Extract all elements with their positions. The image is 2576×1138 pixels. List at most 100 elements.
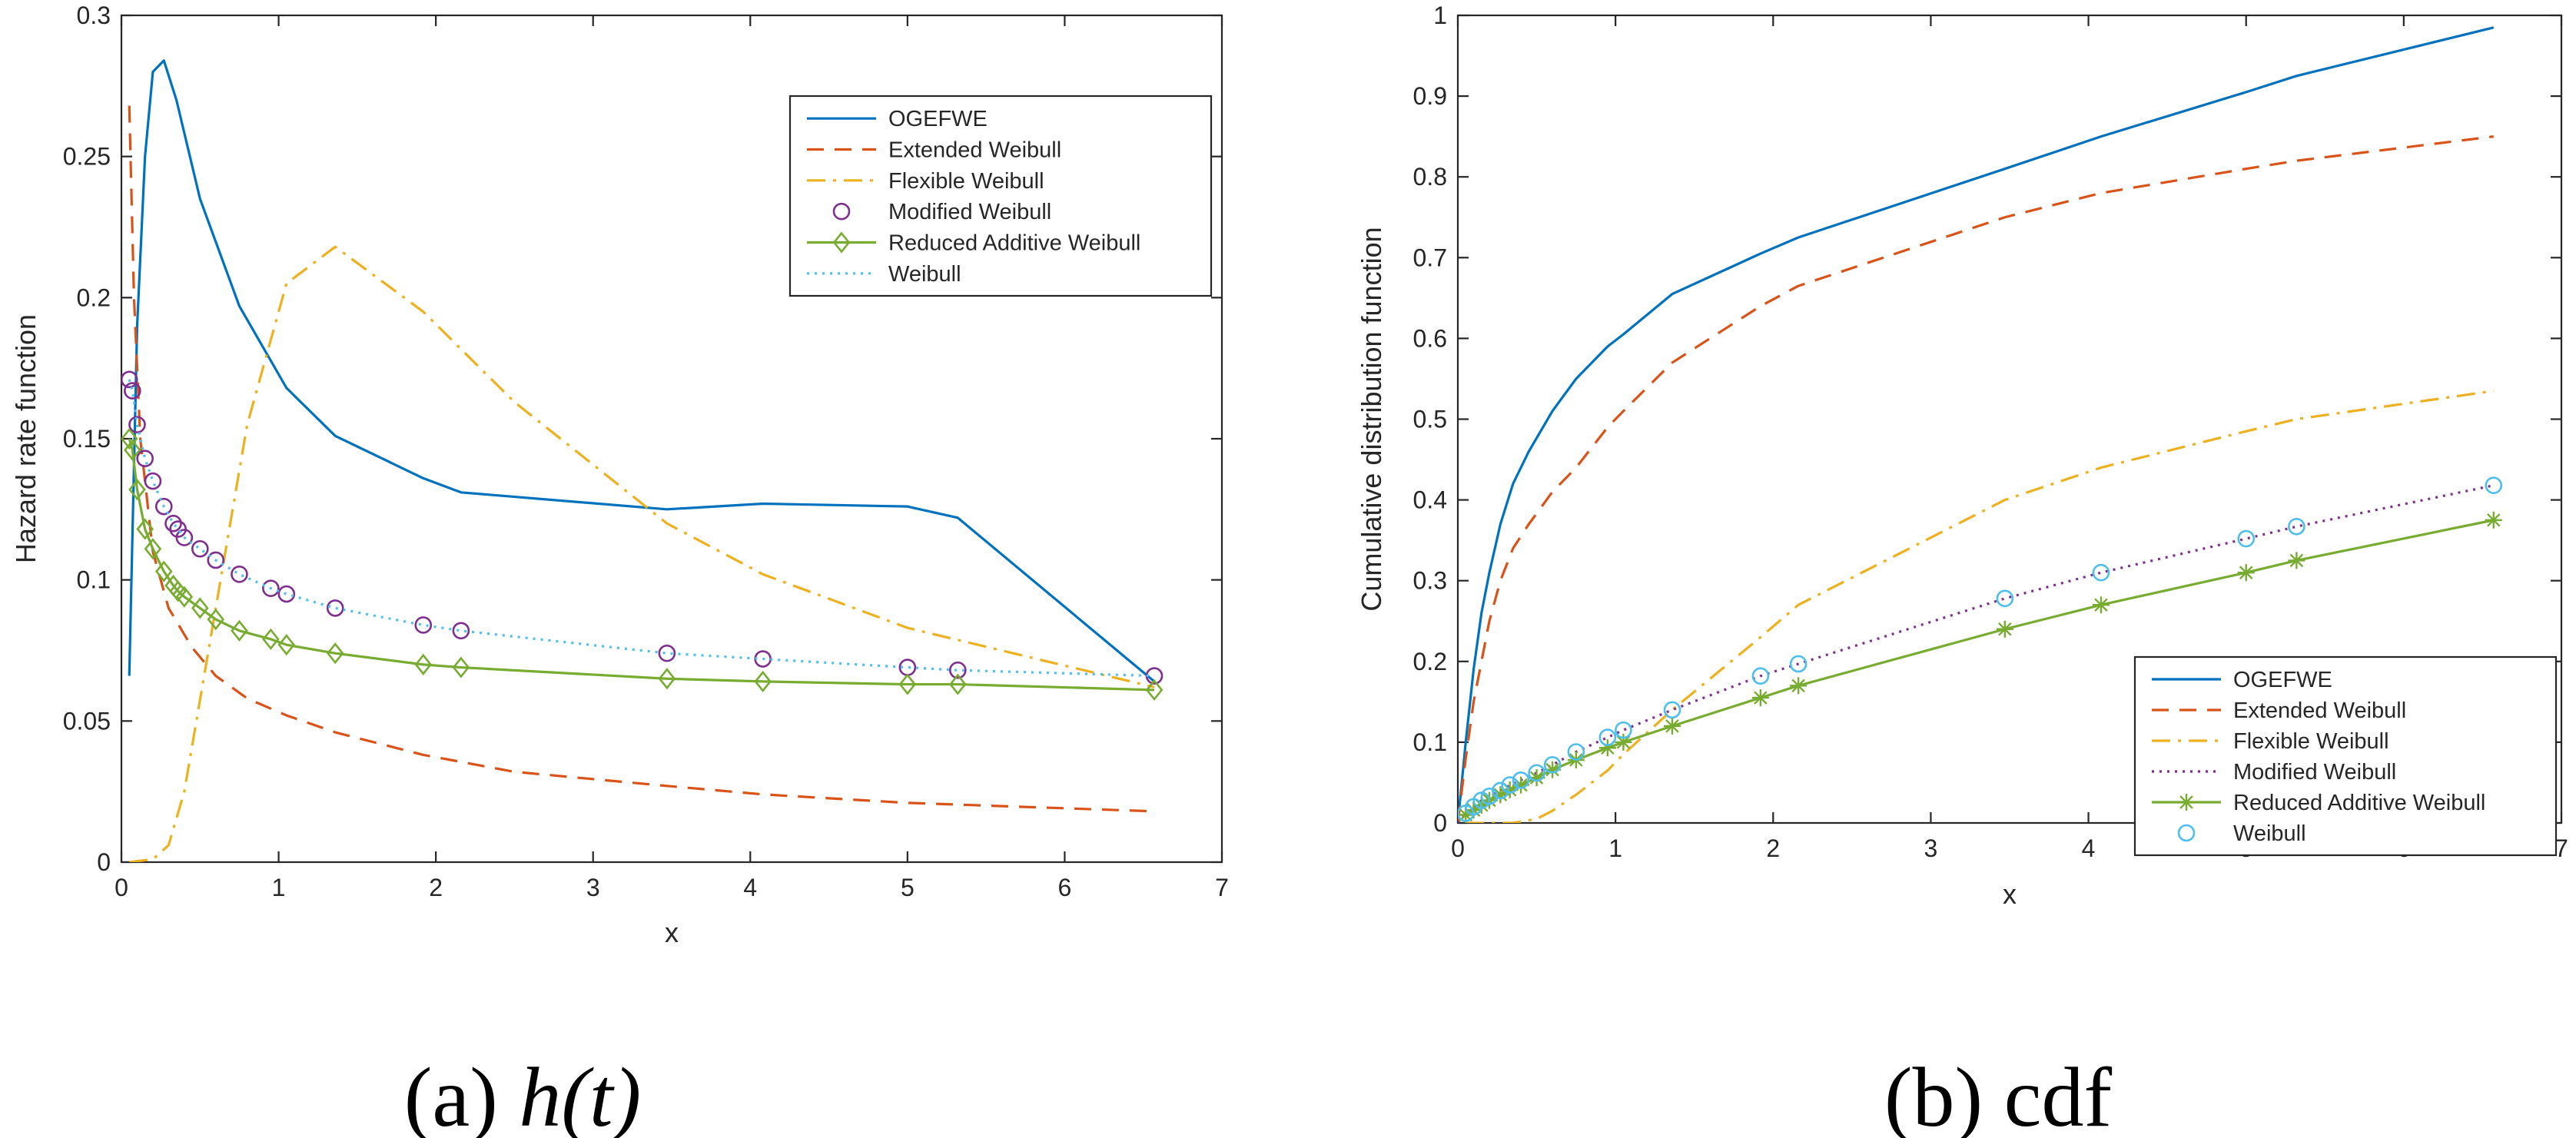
data-point xyxy=(121,370,138,389)
x-tick-label: 4 xyxy=(743,874,757,901)
series-ogefwe xyxy=(1458,26,2495,823)
data-point xyxy=(658,644,676,662)
data-point xyxy=(128,416,146,433)
data-point xyxy=(2237,529,2256,548)
legend-label: Modified Weibull xyxy=(2233,760,2396,785)
data-point xyxy=(207,551,225,569)
y-tick-label: 0.25 xyxy=(63,143,111,171)
series-weibull xyxy=(1458,476,2503,822)
data-point xyxy=(1492,786,1509,804)
x-tick-label: 0 xyxy=(115,874,128,901)
legend-item: Flexible Weibull xyxy=(2152,729,2389,754)
data-point xyxy=(1501,781,1519,798)
data-point xyxy=(124,439,141,461)
series-weibull xyxy=(128,379,1155,678)
data-point xyxy=(1458,806,1475,823)
data-point xyxy=(144,538,162,560)
series-line xyxy=(1458,135,2494,823)
y-tick-label: 0.05 xyxy=(63,707,111,735)
data-point xyxy=(175,586,194,608)
series-flexible-weibull xyxy=(1466,390,2495,823)
legend-box xyxy=(2133,655,2558,857)
y-tick-label: 0.3 xyxy=(77,2,111,29)
series-line xyxy=(129,245,1155,862)
chart-panel-a: 0 1 2 3 4 5 6 7 0 0.05 0.1 0.15 0.2 0.25 0.3 x Hazard ra… xyxy=(10,2,1229,1138)
data-point xyxy=(1512,776,1530,794)
data-point xyxy=(231,566,248,583)
legend-label: Reduced Additive Weibull xyxy=(888,231,1140,256)
series-line xyxy=(128,438,1155,692)
y-tick-label: 1 xyxy=(1433,2,1447,29)
series-reduced-additive-weibull xyxy=(121,427,1164,702)
y-tick-label: 0.15 xyxy=(63,425,111,453)
data-point xyxy=(1472,791,1491,809)
legend-item: Modified Weibull xyxy=(832,200,1051,224)
data-point xyxy=(1512,771,1530,789)
data-point xyxy=(175,529,194,546)
data-point xyxy=(1145,678,1164,702)
data-point xyxy=(136,450,154,468)
legend-label: Modified Weibull xyxy=(888,200,1051,224)
x-tick-label: 2 xyxy=(1766,834,1780,862)
data-point xyxy=(262,579,280,597)
plot-area xyxy=(121,59,1164,862)
x-tick-label: 1 xyxy=(1608,834,1622,862)
data-point xyxy=(1790,677,1808,695)
x-axis-title: x xyxy=(665,917,679,948)
data-point xyxy=(326,642,344,665)
x-tick-label: 2 xyxy=(429,874,443,901)
data-point xyxy=(1615,721,1632,739)
x-tick-label: 3 xyxy=(1924,834,1938,862)
series-extended-weibull xyxy=(1458,135,2494,823)
y-tick-label: 0.1 xyxy=(1413,728,1447,756)
data-point xyxy=(191,597,209,619)
legend: OGEFWE Extended Weibull Flexible Weibull Mo… xyxy=(788,95,1213,297)
data-point xyxy=(191,539,209,558)
series-ogefwe xyxy=(128,59,1156,683)
data-point xyxy=(898,673,917,695)
legend-item: OGEFWE xyxy=(807,107,988,131)
data-point xyxy=(949,661,967,679)
data-point xyxy=(1543,756,1562,774)
x-tick-label: 1 xyxy=(272,874,286,901)
series-line xyxy=(1466,390,2495,823)
x-tick-label: 7 xyxy=(1215,874,1229,901)
legend-item: Reduced Additive Weibull xyxy=(2152,791,2485,815)
data-point xyxy=(154,497,173,516)
data-point xyxy=(326,599,344,617)
plot-area xyxy=(1458,26,2503,823)
caption-label: (a) xyxy=(404,1050,520,1138)
data-point xyxy=(1501,776,1519,794)
x-tick-label: 4 xyxy=(2082,834,2096,862)
legend-item: Weibull xyxy=(2177,821,2306,846)
legend-label: Reduced Additive Weibull xyxy=(2233,791,2485,815)
y-axis-title: Cumulative distribution function xyxy=(1356,227,1387,611)
data-point xyxy=(1492,781,1509,800)
data-point xyxy=(231,619,248,642)
data-point xyxy=(658,668,676,690)
data-point xyxy=(124,382,141,400)
data-point xyxy=(1598,739,1616,757)
data-point xyxy=(754,670,772,692)
data-point xyxy=(1615,733,1632,751)
x-tick-label: 5 xyxy=(901,874,915,901)
data-point xyxy=(1544,761,1562,778)
data-point xyxy=(1480,788,1499,805)
legend-item: Weibull xyxy=(807,262,961,287)
series-modified-weibull xyxy=(121,370,1164,685)
y-tick-label: 0.6 xyxy=(1413,324,1447,352)
y-tick-label: 0.5 xyxy=(1413,406,1447,433)
legend-swatch-marker xyxy=(2178,794,2195,811)
y-tick-label: 0.8 xyxy=(1413,163,1447,191)
data-point xyxy=(1789,655,1808,673)
series-line xyxy=(1458,26,2495,823)
legend-item: Modified Weibull xyxy=(2152,760,2396,785)
chart-panel-b: 0123456700.10.20.30.40.50.60.70.80.91xCu… xyxy=(1356,2,2568,1138)
data-point xyxy=(1663,717,1681,735)
series-line xyxy=(128,59,1156,683)
data-point xyxy=(2092,596,2110,614)
caption-math: h(t) xyxy=(519,1050,641,1138)
y-tick-label: 0.9 xyxy=(1413,82,1447,110)
data-point xyxy=(414,616,433,634)
legend-item: OGEFWE xyxy=(2152,668,2332,692)
